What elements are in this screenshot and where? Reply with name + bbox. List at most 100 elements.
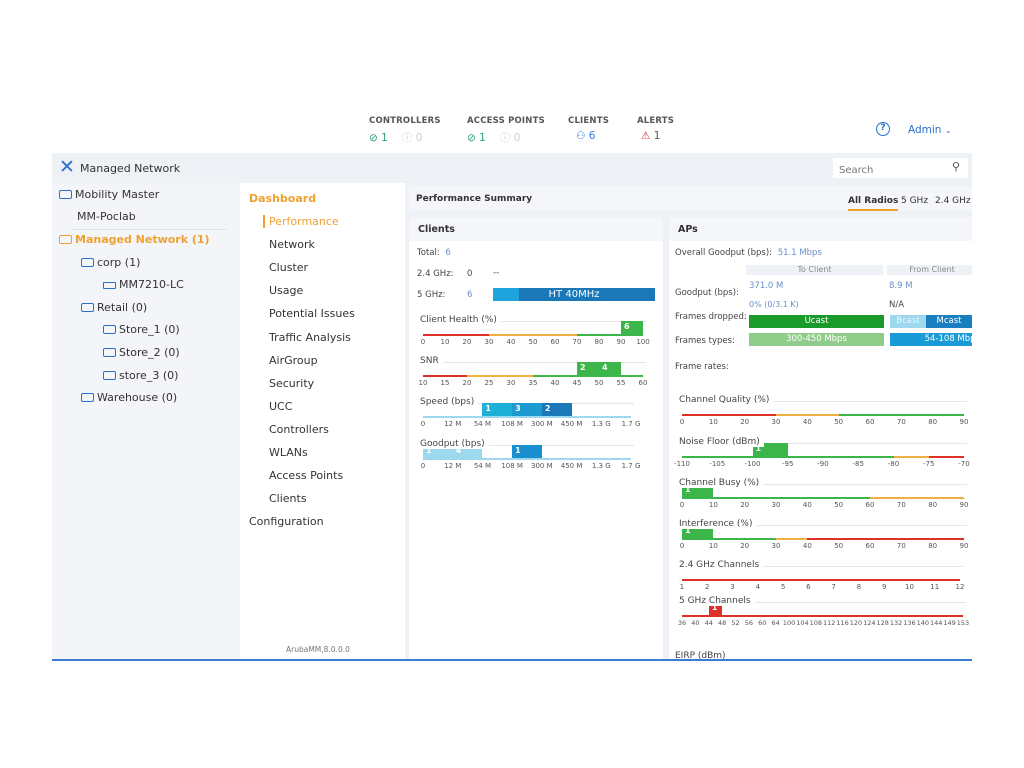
tree-item[interactable]: Store_1 (0) bbox=[103, 323, 180, 336]
chart-rule bbox=[679, 484, 967, 485]
folder-icon bbox=[81, 393, 94, 402]
tree-item[interactable]: corp (1) bbox=[81, 256, 140, 269]
tree-item[interactable]: Managed Network (1) bbox=[59, 233, 210, 246]
nav-item-performance[interactable]: Performance bbox=[263, 215, 339, 228]
histogram-bar[interactable] bbox=[512, 445, 542, 458]
tick-label: 90 bbox=[616, 338, 626, 346]
nav-item-airgroup[interactable]: AirGroup bbox=[269, 353, 318, 367]
tick-label: 1.3 G bbox=[591, 420, 611, 428]
folder-icon bbox=[59, 235, 72, 244]
tree-item-label: Store_2 (0) bbox=[119, 346, 180, 359]
admin-menu[interactable]: Admin ⌄ bbox=[908, 124, 952, 136]
nav-item-ucc[interactable]: UCC bbox=[269, 399, 293, 413]
tab-5ghz[interactable]: 5 GHz bbox=[901, 196, 929, 206]
tick-label: 10 bbox=[904, 583, 914, 591]
tick-label: 0 bbox=[420, 420, 426, 428]
folder-icon bbox=[103, 325, 116, 334]
search-field[interactable]: ⚲ bbox=[833, 158, 968, 180]
tick-label: -110 bbox=[674, 460, 690, 468]
folder-icon bbox=[59, 190, 72, 199]
threshold-segment bbox=[807, 538, 964, 540]
dropped-to: 0% (0/3.1 K) bbox=[749, 300, 799, 309]
stat-controllers[interactable]: CONTROLLERS ⊘ 1 ⓘ 0 bbox=[369, 116, 441, 145]
tick-label: -75 bbox=[923, 460, 935, 468]
tree-item[interactable]: Retail (0) bbox=[81, 301, 147, 314]
close-icon[interactable]: ✕ bbox=[59, 156, 75, 178]
nav-item-potential-issues[interactable]: Potential Issues bbox=[269, 307, 355, 321]
threshold-segment bbox=[489, 334, 577, 336]
tick-label: 35 bbox=[528, 379, 538, 387]
tree-item-label: Warehouse (0) bbox=[97, 391, 178, 404]
nav-item-clients[interactable]: Clients bbox=[269, 492, 307, 506]
histogram-bar[interactable] bbox=[541, 403, 572, 416]
tick-label: 300 M bbox=[531, 420, 553, 428]
bcast-bar: Bcast bbox=[890, 315, 926, 328]
goodput-from: 8.9 M bbox=[889, 281, 913, 291]
dashboard-nav: Dashboard Performance Network Cluster Usage… bbox=[240, 183, 405, 659]
histogram-goodput: Goodput (bps) 1 4 1 0 12 M 54 M 108 M 300 M 450 M… bbox=[420, 439, 640, 479]
tick-label: 108 bbox=[809, 619, 823, 627]
tick-label: 11 bbox=[930, 583, 940, 591]
nav-item-network[interactable]: Network bbox=[269, 238, 315, 252]
stat-clients[interactable]: CLIENTS ⚇ 6 bbox=[568, 116, 609, 142]
search-input[interactable] bbox=[833, 161, 943, 180]
tick-label: 120 bbox=[849, 619, 863, 627]
threshold-segment bbox=[533, 375, 643, 377]
chart-title: SNR bbox=[420, 356, 443, 366]
tick-label: 132 bbox=[889, 619, 903, 627]
tick-label: 30 bbox=[771, 501, 781, 509]
nav-item-access-points[interactable]: Access Points bbox=[269, 469, 344, 483]
threshold-segment bbox=[682, 414, 776, 416]
chart-rule bbox=[679, 401, 967, 402]
nav-section-dashboard[interactable]: Dashboard bbox=[249, 192, 317, 205]
histogram-bar[interactable] bbox=[512, 403, 542, 416]
stat-access-points[interactable]: ACCESS POINTS ⊘ 1 ⓘ 0 bbox=[467, 116, 545, 145]
tree-item-label: MM-Poclab bbox=[77, 210, 136, 223]
topbar-title: Managed Network bbox=[80, 162, 181, 175]
tree-item[interactable]: MM7210-LC bbox=[103, 278, 184, 291]
tick-label: 9 bbox=[881, 583, 887, 591]
tree-item[interactable]: MM-Poclab bbox=[77, 210, 136, 223]
eirp-label: EIRP (dBm) bbox=[675, 651, 726, 659]
histogram-bar[interactable] bbox=[577, 362, 599, 375]
stat-alerts[interactable]: ALERTS ⚠ 1 bbox=[637, 116, 674, 142]
tick-label: 30 bbox=[771, 542, 781, 550]
tree-item[interactable]: Store_2 (0) bbox=[103, 346, 180, 359]
tree-item[interactable]: store_3 (0) bbox=[103, 369, 178, 382]
tab-all-radios[interactable]: All Radios bbox=[848, 196, 899, 211]
tick-label: 70 bbox=[896, 501, 906, 509]
nav-configuration[interactable]: Configuration bbox=[249, 515, 324, 528]
chart-rule bbox=[679, 566, 963, 567]
nav-item-usage[interactable]: Usage bbox=[269, 284, 304, 298]
histogram-bar[interactable] bbox=[599, 362, 621, 375]
alert-circle-icon: ⓘ bbox=[499, 132, 511, 144]
histogram-bar[interactable] bbox=[621, 321, 643, 334]
help-icon[interactable]: ? bbox=[876, 122, 890, 136]
tick-label: 20 bbox=[740, 542, 750, 550]
tab-24ghz[interactable]: 2.4 GHz bbox=[935, 196, 971, 206]
tick-label: 136 bbox=[903, 619, 916, 627]
histogram-bar[interactable] bbox=[482, 403, 513, 416]
tick-label: 128 bbox=[876, 619, 889, 627]
tree-item[interactable]: Mobility Master bbox=[59, 188, 159, 201]
tick-label: 10 bbox=[708, 501, 718, 509]
chart-title: Interference (%) bbox=[679, 519, 757, 529]
bar-count-label: 1 bbox=[515, 446, 521, 455]
chart-rule bbox=[679, 443, 967, 444]
tick-label: 153 bbox=[956, 619, 970, 627]
total-value: 6 bbox=[445, 248, 451, 258]
nav-item-traffic-analysis[interactable]: Traffic Analysis bbox=[269, 330, 351, 344]
tick-label: 10 bbox=[708, 418, 718, 426]
nav-item-cluster[interactable]: Cluster bbox=[269, 261, 309, 275]
tick-label: 108 M bbox=[501, 420, 523, 428]
nav-item-wlans[interactable]: WLANs bbox=[269, 446, 308, 459]
tick-label: 52 bbox=[731, 619, 740, 627]
tick-label: 60 bbox=[638, 379, 648, 387]
nav-item-security[interactable]: Security bbox=[269, 376, 315, 390]
nav-item-controllers[interactable]: Controllers bbox=[269, 422, 329, 436]
search-icon[interactable]: ⚲ bbox=[951, 160, 960, 173]
tick-label: 10 bbox=[708, 542, 718, 550]
goodput-label: Goodput (bps): bbox=[675, 288, 739, 298]
tree-item[interactable]: Warehouse (0) bbox=[81, 391, 177, 404]
histogram-channel-quality: Channel Quality (%) 0 10 20 30 40 50 60 70 80 90 bbox=[679, 395, 968, 435]
